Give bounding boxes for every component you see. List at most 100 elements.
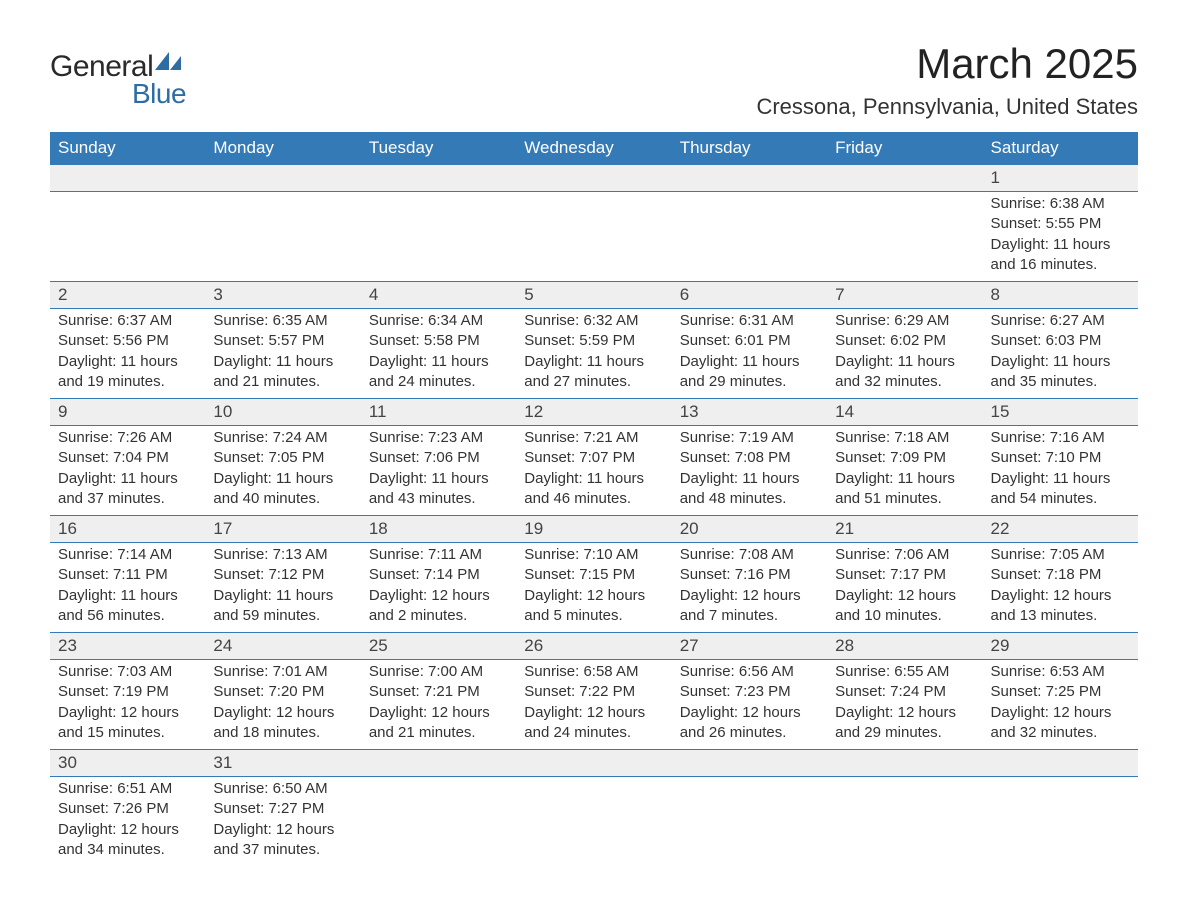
day-number: 8 — [983, 282, 1138, 308]
day-number — [516, 165, 671, 191]
day-header: Tuesday — [361, 132, 516, 165]
day-number: 28 — [827, 633, 982, 659]
sunset-line: Sunset: 7:22 PM — [524, 682, 663, 702]
sunset-line: Sunset: 7:20 PM — [213, 682, 352, 702]
day-detail-cell: Sunrise: 6:27 AMSunset: 6:03 PMDaylight:… — [983, 309, 1138, 399]
sunset-line: Sunset: 7:15 PM — [524, 565, 663, 585]
day-number-cell — [50, 165, 205, 192]
day-number — [361, 750, 516, 776]
sunrise-line: Sunrise: 7:00 AM — [369, 662, 508, 682]
daylight-line: Daylight: 12 hours and 2 minutes. — [369, 586, 508, 627]
week-detail-row: Sunrise: 6:51 AMSunset: 7:26 PMDaylight:… — [50, 777, 1138, 867]
daylight-line: Daylight: 12 hours and 5 minutes. — [524, 586, 663, 627]
day-number: 12 — [516, 399, 671, 425]
sunrise-line: Sunrise: 7:10 AM — [524, 545, 663, 565]
day-detail: Sunrise: 7:21 AMSunset: 7:07 PMDaylight:… — [516, 426, 671, 515]
day-detail — [983, 777, 1138, 805]
day-detail: Sunrise: 7:26 AMSunset: 7:04 PMDaylight:… — [50, 426, 205, 515]
day-number-cell: 1 — [983, 165, 1138, 192]
day-number-cell: 22 — [983, 516, 1138, 543]
daylight-line: Daylight: 12 hours and 34 minutes. — [58, 820, 197, 861]
logo-sail-icon — [155, 52, 181, 70]
daylight-line: Daylight: 12 hours and 7 minutes. — [680, 586, 819, 627]
day-number: 2 — [50, 282, 205, 308]
daylight-line: Daylight: 12 hours and 29 minutes. — [835, 703, 974, 744]
day-detail-cell: Sunrise: 6:35 AMSunset: 5:57 PMDaylight:… — [205, 309, 360, 399]
day-detail-cell: Sunrise: 6:55 AMSunset: 7:24 PMDaylight:… — [827, 660, 982, 750]
sunset-line: Sunset: 7:17 PM — [835, 565, 974, 585]
day-detail: Sunrise: 7:24 AMSunset: 7:05 PMDaylight:… — [205, 426, 360, 515]
day-number-cell: 28 — [827, 633, 982, 660]
day-number — [827, 750, 982, 776]
sunrise-line: Sunrise: 7:11 AM — [369, 545, 508, 565]
day-number-cell — [361, 165, 516, 192]
daylight-line: Daylight: 11 hours and 40 minutes. — [213, 469, 352, 510]
day-detail-cell: Sunrise: 6:34 AMSunset: 5:58 PMDaylight:… — [361, 309, 516, 399]
day-detail-cell — [361, 192, 516, 282]
sunrise-line: Sunrise: 6:34 AM — [369, 311, 508, 331]
day-number-cell: 17 — [205, 516, 360, 543]
daylight-line: Daylight: 12 hours and 21 minutes. — [369, 703, 508, 744]
day-detail-cell — [50, 192, 205, 282]
sunrise-line: Sunrise: 6:38 AM — [991, 194, 1130, 214]
daylight-line: Daylight: 11 hours and 27 minutes. — [524, 352, 663, 393]
sunset-line: Sunset: 7:16 PM — [680, 565, 819, 585]
week-daynum-row: 23242526272829 — [50, 633, 1138, 660]
daylight-line: Daylight: 11 hours and 37 minutes. — [58, 469, 197, 510]
day-number — [983, 750, 1138, 776]
day-number: 27 — [672, 633, 827, 659]
logo: General Blue — [50, 50, 186, 110]
sunrise-line: Sunrise: 7:06 AM — [835, 545, 974, 565]
day-number-cell — [827, 165, 982, 192]
day-detail-cell — [516, 777, 671, 867]
day-number-cell — [983, 750, 1138, 777]
day-detail: Sunrise: 6:29 AMSunset: 6:02 PMDaylight:… — [827, 309, 982, 398]
day-number-cell: 5 — [516, 282, 671, 309]
day-number-cell — [672, 750, 827, 777]
week-detail-row: Sunrise: 7:14 AMSunset: 7:11 PMDaylight:… — [50, 543, 1138, 633]
day-detail-cell: Sunrise: 7:00 AMSunset: 7:21 PMDaylight:… — [361, 660, 516, 750]
day-detail-cell: Sunrise: 7:03 AMSunset: 7:19 PMDaylight:… — [50, 660, 205, 750]
day-detail-cell — [672, 192, 827, 282]
day-number-cell — [516, 750, 671, 777]
day-detail-cell: Sunrise: 7:05 AMSunset: 7:18 PMDaylight:… — [983, 543, 1138, 633]
day-detail: Sunrise: 7:18 AMSunset: 7:09 PMDaylight:… — [827, 426, 982, 515]
day-detail-cell: Sunrise: 7:19 AMSunset: 7:08 PMDaylight:… — [672, 426, 827, 516]
sunset-line: Sunset: 5:59 PM — [524, 331, 663, 351]
daylight-line: Daylight: 11 hours and 32 minutes. — [835, 352, 974, 393]
day-detail-cell: Sunrise: 6:56 AMSunset: 7:23 PMDaylight:… — [672, 660, 827, 750]
week-detail-row: Sunrise: 7:03 AMSunset: 7:19 PMDaylight:… — [50, 660, 1138, 750]
day-detail: Sunrise: 7:08 AMSunset: 7:16 PMDaylight:… — [672, 543, 827, 632]
sunrise-line: Sunrise: 6:27 AM — [991, 311, 1130, 331]
day-detail-cell: Sunrise: 6:51 AMSunset: 7:26 PMDaylight:… — [50, 777, 205, 867]
day-detail — [672, 192, 827, 220]
sunset-line: Sunset: 7:23 PM — [680, 682, 819, 702]
day-number-cell: 20 — [672, 516, 827, 543]
sunrise-line: Sunrise: 7:13 AM — [213, 545, 352, 565]
sunrise-line: Sunrise: 7:03 AM — [58, 662, 197, 682]
day-number-cell: 8 — [983, 282, 1138, 309]
day-number: 15 — [983, 399, 1138, 425]
day-header: Saturday — [983, 132, 1138, 165]
sunrise-line: Sunrise: 6:32 AM — [524, 311, 663, 331]
day-number-cell: 11 — [361, 399, 516, 426]
day-number: 6 — [672, 282, 827, 308]
day-number-cell: 6 — [672, 282, 827, 309]
day-detail-cell: Sunrise: 6:31 AMSunset: 6:01 PMDaylight:… — [672, 309, 827, 399]
daylight-line: Daylight: 12 hours and 37 minutes. — [213, 820, 352, 861]
daylight-line: Daylight: 11 hours and 54 minutes. — [991, 469, 1130, 510]
day-detail: Sunrise: 7:23 AMSunset: 7:06 PMDaylight:… — [361, 426, 516, 515]
day-detail: Sunrise: 6:55 AMSunset: 7:24 PMDaylight:… — [827, 660, 982, 749]
day-number — [361, 165, 516, 191]
sunrise-line: Sunrise: 6:58 AM — [524, 662, 663, 682]
week-daynum-row: 9101112131415 — [50, 399, 1138, 426]
week-detail-row: Sunrise: 6:37 AMSunset: 5:56 PMDaylight:… — [50, 309, 1138, 399]
day-number-cell — [205, 165, 360, 192]
week-daynum-row: 2345678 — [50, 282, 1138, 309]
day-number: 5 — [516, 282, 671, 308]
sunset-line: Sunset: 7:12 PM — [213, 565, 352, 585]
sunset-line: Sunset: 7:14 PM — [369, 565, 508, 585]
week-daynum-row: 16171819202122 — [50, 516, 1138, 543]
sunrise-line: Sunrise: 6:51 AM — [58, 779, 197, 799]
day-detail-cell: Sunrise: 6:29 AMSunset: 6:02 PMDaylight:… — [827, 309, 982, 399]
